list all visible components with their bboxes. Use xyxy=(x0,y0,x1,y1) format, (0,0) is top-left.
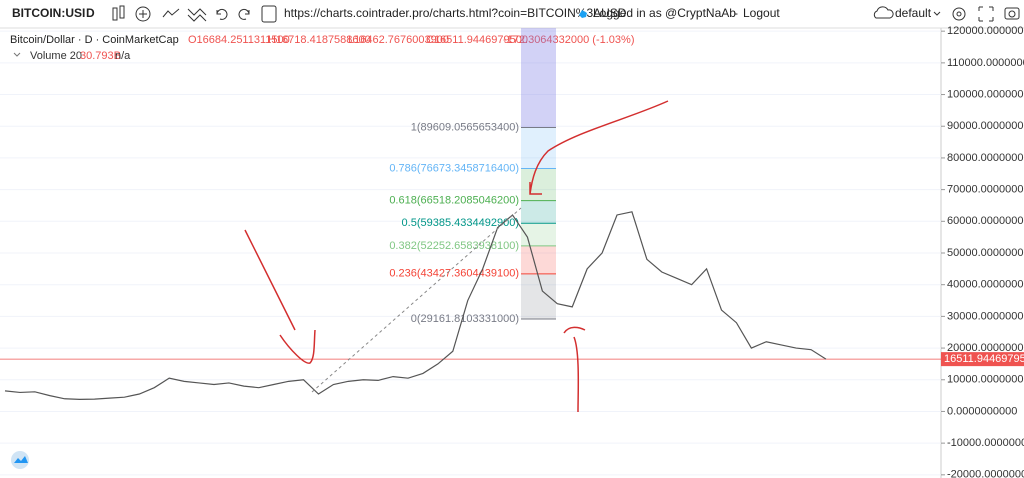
y-tick-label: 120000.0000000000 xyxy=(947,25,1024,37)
y-tick-label: 20000.0000000000 xyxy=(947,342,1024,354)
y-tick-label: 70000.0000000000 xyxy=(947,184,1024,196)
dropdown-arrow[interactable] xyxy=(933,11,941,16)
layout-name[interactable]: default xyxy=(895,6,932,20)
plot: -20000.0000000000 -10000.0000000000 0.0000… xyxy=(0,25,1024,478)
y-tick-label: 90000.0000000000 xyxy=(947,120,1024,132)
last-price-box xyxy=(941,352,1024,367)
legend-close: C16511.9446979500 xyxy=(426,34,528,46)
fib-zone xyxy=(521,245,556,274)
twitter-icon xyxy=(579,10,587,18)
cloud-icon[interactable] xyxy=(873,6,894,19)
fib-label: 0(29161.8103331000) xyxy=(411,313,519,325)
fib-zone xyxy=(521,168,556,201)
y-tick-label: 60000.0000000000 xyxy=(947,215,1024,227)
fib-trend-line xyxy=(311,207,522,393)
fib-label: 0.382(52252.6583938100) xyxy=(389,240,519,252)
url[interactable]: https://charts.cointrader.pro/charts.htm… xyxy=(284,6,627,20)
volume-name: Volume 20 xyxy=(30,50,82,62)
toolbar-icons[interactable] xyxy=(112,5,277,23)
y-tick-label: 10000.0000000000 xyxy=(947,374,1024,386)
volume-value: 30.793B xyxy=(80,50,121,62)
legend-open: O16684.2511311500 xyxy=(188,34,290,46)
logout-link[interactable]: Logout xyxy=(743,6,780,20)
price-line xyxy=(4,211,827,401)
y-tick-label: -20000.0000000000 xyxy=(947,469,1024,478)
interval[interactable]: D xyxy=(86,6,95,20)
legend-toggle[interactable] xyxy=(13,52,21,57)
fib-label: 0.618(66518.2085046200) xyxy=(389,195,519,207)
last-price-label: 16511.9446979500 xyxy=(944,353,1024,365)
y-tick-label: 50000.0000000000 xyxy=(947,247,1024,259)
volume-extra: n/a xyxy=(115,50,131,62)
fib-label: 0.786(76673.3458716400) xyxy=(389,162,519,174)
y-tick-label: 40000.0000000000 xyxy=(947,279,1024,291)
symbol[interactable]: BITCOIN:USI xyxy=(12,6,85,20)
y-tick-label: 110000.0000000000 xyxy=(947,57,1024,69)
y-tick-label: 100000.0000000000 xyxy=(947,88,1024,100)
login-text: Logged in as @CryptNaAb xyxy=(593,6,736,20)
annotations xyxy=(244,100,669,413)
fib-top-zone xyxy=(521,28,556,128)
legend-change: -172.3064332000 (-1.03%) xyxy=(503,34,634,46)
y-tick-label: 0.0000000000 xyxy=(947,405,1017,417)
y-tick-label: 80000.0000000000 xyxy=(947,152,1024,164)
fib-zone xyxy=(521,127,556,169)
y-tick-label: 30000.0000000000 xyxy=(947,310,1024,322)
legend-high: H16718.4187588600 xyxy=(268,34,371,46)
fib-zone xyxy=(521,223,556,246)
right-icons[interactable] xyxy=(952,6,1020,22)
fib-label: 1(89609.0565653400) xyxy=(411,121,519,133)
y-tick-label: -10000.0000000000 xyxy=(947,437,1024,449)
logo-mark xyxy=(14,456,28,463)
dash: - xyxy=(734,6,738,20)
fib-zone xyxy=(521,200,556,224)
fib-label: 0.5(59385.4334492900) xyxy=(402,217,519,229)
legend-title: Bitcoin/Dollar · D · CoinMarketCap xyxy=(10,34,179,46)
fib-zone xyxy=(521,273,556,320)
legend-low: L16462.7676003900 xyxy=(348,34,449,46)
fib-label: 0.236(43427.3604439100) xyxy=(389,268,519,280)
